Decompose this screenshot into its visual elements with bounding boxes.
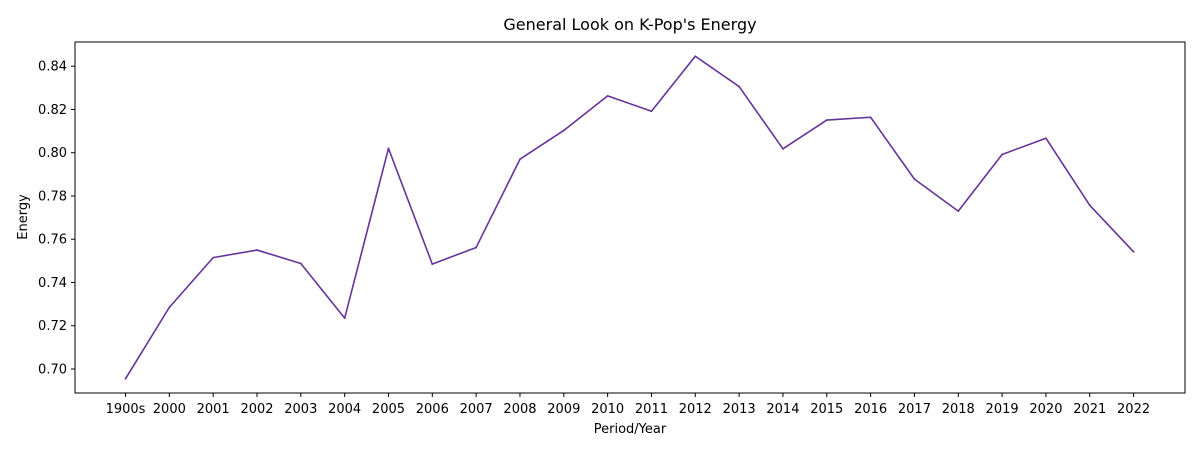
x-tick-label: 2021 (1073, 402, 1106, 417)
x-tick-label: 2017 (898, 402, 931, 417)
data-point (738, 85, 741, 88)
y-tick-label: 0.84 (38, 60, 67, 75)
x-tick-label: 2003 (284, 402, 317, 417)
y-tick-label: 0.78 (38, 189, 67, 204)
y-tick-label: 0.70 (38, 362, 67, 377)
data-point (913, 178, 916, 181)
x-tick-label: 2012 (679, 402, 712, 417)
y-tick-label: 0.72 (38, 319, 67, 334)
plot-area: 0.70 0.72 0.74 0.76 0.78 0.80 0.82 0.84 1900s 200… (38, 55, 1150, 417)
data-point (650, 110, 653, 113)
y-tick-label: 0.80 (38, 146, 67, 161)
y-tick-label: 0.82 (38, 103, 67, 118)
x-tick-label: 2020 (1029, 402, 1062, 417)
data-point (606, 94, 609, 97)
x-tick-label: 2005 (372, 402, 405, 417)
data-point (475, 246, 478, 249)
data-point (1001, 153, 1003, 156)
x-tick-label: 2010 (591, 402, 624, 417)
x-tick-label: 2008 (503, 402, 536, 417)
data-point (168, 306, 171, 309)
data-point (431, 263, 434, 266)
x-tick-label: 2000 (153, 402, 186, 417)
y-axis-label: Energy (16, 194, 31, 240)
data-point (387, 147, 390, 150)
data-point (256, 249, 258, 251)
x-tick-label: 2019 (986, 402, 1019, 417)
x-tick-label: 2011 (635, 402, 668, 417)
y-tick-label: 0.74 (38, 276, 67, 291)
data-point (212, 256, 215, 259)
plot-frame (74, 41, 1186, 394)
data-point (1088, 204, 1091, 207)
data-point (519, 158, 521, 161)
data-point (869, 116, 872, 119)
x-tick-label: 2006 (416, 402, 449, 417)
y-tick-label: 0.76 (38, 233, 67, 248)
x-tick-label: 2016 (854, 402, 887, 417)
data-point (299, 262, 302, 265)
data-point (124, 377, 127, 380)
x-tick-label: 2002 (240, 402, 273, 417)
x-axis-label: Period/Year (594, 422, 667, 437)
data-point (825, 119, 828, 121)
x-tick-label: 2015 (810, 402, 843, 417)
data-point (1132, 250, 1135, 253)
data-point (782, 147, 784, 150)
chart-title: General Look on K-Pop's Energy (503, 15, 756, 34)
x-tick-label: 2018 (942, 402, 975, 417)
data-point (957, 210, 960, 213)
x-tick-label: 1900s (106, 402, 146, 417)
x-tick-label: 2001 (197, 402, 230, 417)
x-tick-label: 2004 (328, 402, 361, 417)
x-tick-label: 2013 (723, 402, 756, 417)
x-tick-label: 2014 (766, 402, 799, 417)
x-tick-label: 2007 (460, 402, 493, 417)
x-tick-label: 2022 (1117, 402, 1150, 417)
x-tick-label: 2009 (547, 402, 580, 417)
data-point (562, 129, 565, 132)
data-point (1045, 137, 1047, 140)
data-point (343, 317, 346, 320)
data-point (694, 55, 697, 58)
series-line (124, 55, 1135, 380)
